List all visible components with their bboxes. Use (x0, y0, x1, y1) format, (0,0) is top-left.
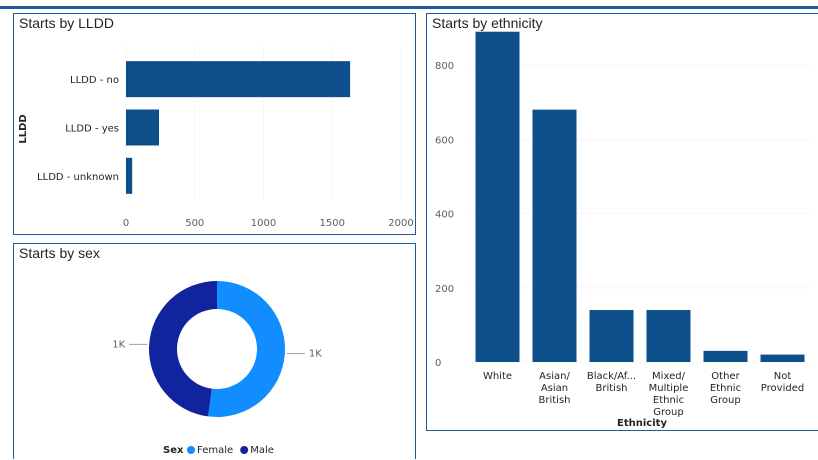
ethnicity-y-tick-label: 200 (435, 284, 454, 295)
lldd-category-label: LLDD - yes (65, 124, 119, 135)
sex-legend-title: Sex (163, 445, 184, 456)
ethnicity-bar (532, 109, 577, 363)
lldd-y-axis-title: LLDD (18, 114, 29, 143)
ethnicity-category-label: Black/Af... British (587, 371, 636, 394)
ethnicity-bar (703, 350, 748, 362)
sex-legend-label: Female (197, 445, 233, 456)
ethnicity-bar (646, 310, 691, 362)
sex-donut-slice (208, 281, 285, 417)
ethnicity-chart-panel[interactable]: Starts by ethnicity 0 200 400 600 800 White As… (426, 13, 818, 431)
ethnicity-category-label-line: Not (774, 371, 792, 382)
ethnicity-chart-title: Starts by ethnicity (432, 15, 543, 31)
ethnicity-bar (760, 354, 805, 362)
ethnicity-category-label: Not Provided (761, 371, 804, 394)
sex-data-label: 1K (112, 339, 125, 350)
ethnicity-category-label: Other Ethnic Group (710, 371, 741, 406)
lldd-x-tick-label: 1500 (320, 218, 345, 229)
lldd-x-tick-label: 2000 (388, 218, 413, 229)
ethnicity-category-label-line: Ethnic (653, 395, 684, 406)
lldd-category-label: LLDD - unknown (37, 172, 119, 183)
ethnicity-category-label-line: Group (710, 395, 740, 406)
ethnicity-y-tick-label: 0 (435, 358, 441, 369)
ethnicity-category-label: Asian/Asian British (539, 371, 571, 406)
sex-chart-panel[interactable]: Starts by sex 1K 1K Sex Female Male (13, 243, 416, 459)
lldd-bar (126, 157, 133, 194)
top-accent-line (0, 6, 818, 9)
ethnicity-category-label-line: Ethnic (710, 383, 741, 394)
ethnicity-category-label-line: Asian/ (539, 371, 570, 382)
ethnicity-x-axis-title: Ethnicity (617, 418, 667, 429)
ethnicity-bar (475, 31, 520, 362)
ethnicity-category-label-line: Provided (761, 383, 804, 394)
ethnicity-category-label: Mixed/Multiple Ethnic Group (649, 371, 689, 418)
lldd-bar-chart: 0 500 1000 1500 2000 LLDD - no LLDD - yes LLDD … (18, 45, 414, 229)
ethnicity-bar (589, 310, 634, 362)
ethnicity-category-label-line: Asian (541, 383, 568, 394)
sex-donut-slice (148, 281, 217, 417)
lldd-chart-title: Starts by LLDD (19, 15, 114, 31)
ethnicity-category-label-line: Other (711, 371, 740, 382)
ethnicity-category-label: White (483, 371, 512, 382)
lldd-x-tick-label: 1000 (251, 218, 276, 229)
ethnicity-category-label-line: White (483, 371, 512, 382)
lldd-bar (126, 61, 351, 98)
sex-chart-title: Starts by sex (19, 245, 100, 261)
sex-legend-marker (240, 446, 249, 454)
ethnicity-category-label-line: Black/Af... (587, 371, 636, 382)
ethnicity-category-label-line: Group (653, 407, 683, 418)
lldd-category-label: LLDD - no (70, 75, 119, 86)
lldd-chart-panel[interactable]: Starts by LLDD 0 500 1000 1500 2000 LLDD - no… (13, 13, 416, 235)
ethnicity-category-label-line: British (539, 395, 571, 406)
ethnicity-category-label-line: Mixed/ (652, 371, 686, 382)
sex-donut-chart: 1K 1K Sex Female Male (112, 281, 322, 456)
sex-data-label: 1K (309, 349, 322, 360)
sex-legend-marker (187, 446, 195, 454)
sex-legend-label: Male (250, 445, 274, 456)
lldd-bar (126, 109, 159, 146)
ethnicity-category-label-line: British (596, 383, 628, 394)
lldd-x-tick-label: 0 (123, 218, 129, 229)
ethnicity-category-label-line: Multiple (649, 383, 689, 394)
ethnicity-y-tick-label: 800 (435, 61, 454, 72)
ethnicity-y-tick-label: 600 (435, 135, 454, 146)
lldd-x-tick-label: 500 (185, 218, 204, 229)
ethnicity-y-tick-label: 400 (435, 210, 454, 221)
